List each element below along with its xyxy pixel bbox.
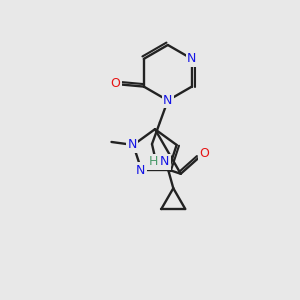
Text: H: H [148,155,158,168]
Text: N: N [187,52,196,65]
Text: N: N [163,94,172,107]
Text: N: N [160,155,170,168]
Text: O: O [200,148,209,160]
Text: N: N [136,164,145,177]
Text: O: O [110,77,120,90]
Text: N: N [128,138,137,152]
